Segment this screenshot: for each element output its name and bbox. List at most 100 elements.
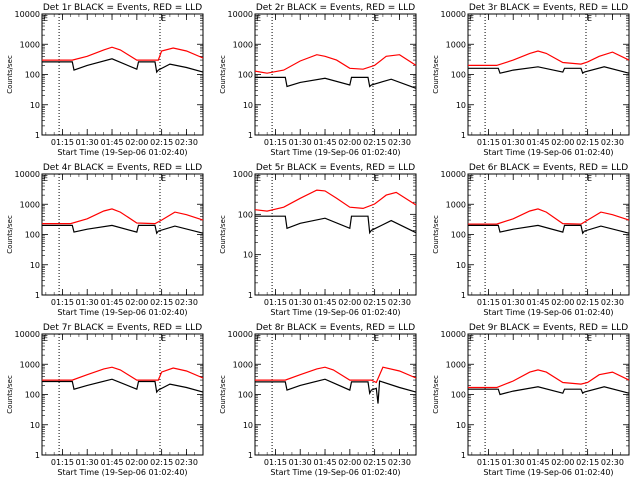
x-tick-label: 01:45 [526,298,549,307]
y-tick-label: 10 [30,421,40,430]
detector-chart: Det 5r BLACK = Events, RED = LLD 1 10 100 10… [219,163,417,317]
y-tick-label: 1000 [20,40,40,49]
x-tick-label: 02:15 [576,458,599,467]
lld-series-line [468,369,630,389]
x-tick-label: 02:00 [551,298,574,307]
detector-chart: Det 4r BLACK = Events, RED = LLD 1 10 100 10… [6,163,204,317]
y-tick-label: 10 [456,421,466,430]
x-tick-label: 01:30 [76,458,99,467]
x-tick-label: 02:00 [338,458,361,467]
event-marker: E [161,174,166,183]
x-tick-label: 02:30 [601,458,624,467]
y-tick-label: 1000 [446,360,466,369]
y-axis-label: Counts/sec [219,215,227,254]
x-tick-label: 02:15 [150,298,173,307]
chart-title: Det 6r BLACK = Events, RED = LLD [469,163,628,173]
y-tick-label: 1 [35,291,40,300]
chart-title: Det 7r BLACK = Events, RED = LLD [43,323,202,333]
chart-title: Det 5r BLACK = Events, RED = LLD [256,163,415,173]
x-tick-label: 02:15 [363,138,386,147]
plot-frame [254,333,417,456]
detector-chart: Det 1r BLACK = Events, RED = LLD 1 10 100 10… [6,3,204,157]
events-series-line [468,66,630,75]
x-tick-label: 02:15 [363,298,386,307]
y-tick-label: 10 [243,421,253,430]
chart-title: Det 9r BLACK = Events, RED = LLD [469,323,628,333]
event-marker: E [43,14,48,23]
x-axis-label: Start Time (19-Sep-06 01:02:40) [483,468,613,477]
x-tick-label: 01:15 [264,298,287,307]
x-tick-label: 01:45 [100,138,123,147]
x-tick-label: 01:15 [477,138,500,147]
x-tick-label: 02:15 [150,458,173,467]
x-tick-label: 01:15 [51,298,74,307]
x-axis-label: Start Time (19-Sep-06 01:02:40) [270,148,400,157]
events-series-line [255,76,417,89]
y-tick-label: 1 [248,291,253,300]
event-marker: E [587,334,592,343]
y-tick-label: 10000 [15,330,40,339]
y-tick-label: 1 [35,131,40,140]
x-tick-label: 01:45 [313,298,336,307]
y-tick-label: 100 [451,71,466,80]
plot-frame [467,13,630,136]
y-tick-label: 1 [461,451,466,460]
x-tick-label: 01:45 [100,298,123,307]
detector-chart: Det 8r BLACK = Events, RED = LLD 1 10 100 10… [219,323,417,477]
y-tick-label: 10 [243,251,253,260]
detector-chart: Det 2r BLACK = Events, RED = LLD 1 10 100 10… [219,3,417,157]
x-axis-label: Start Time (19-Sep-06 01:02:40) [483,148,613,157]
y-axis-label: Counts/sec [6,55,14,94]
y-tick-label: 1000 [20,200,40,209]
event-marker: E [469,14,474,23]
events-series-line [42,378,204,394]
plot-frame [467,173,630,296]
x-tick-label: 02:30 [601,138,624,147]
event-marker: E [374,174,379,183]
y-tick-label: 10000 [15,170,40,179]
event-marker: E [43,334,48,343]
event-marker: E [587,14,592,23]
y-tick-label: 100 [238,210,253,219]
x-tick-label: 02:30 [175,458,198,467]
y-axis-label: Counts/sec [432,375,440,414]
event-marker: E [43,174,48,183]
x-tick-label: 02:00 [338,298,361,307]
x-tick-label: 01:45 [100,458,123,467]
x-tick-label: 02:15 [150,138,173,147]
x-tick-label: 01:30 [502,298,525,307]
lld-series-line [42,46,204,61]
x-tick-label: 01:45 [526,138,549,147]
x-tick-label: 02:30 [388,298,411,307]
y-tick-label: 1000 [20,360,40,369]
lld-series-line [42,366,204,381]
y-tick-label: 10000 [441,170,466,179]
y-axis-label: Counts/sec [6,375,14,414]
x-tick-label: 02:15 [576,138,599,147]
event-marker: E [256,334,261,343]
x-tick-label: 02:15 [576,298,599,307]
lld-series-line [42,208,204,225]
x-tick-label: 01:45 [313,138,336,147]
y-axis-label: Counts/sec [6,215,14,254]
y-tick-label: 10000 [441,10,466,19]
events-series-line [42,58,204,74]
event-marker: E [469,334,474,343]
x-tick-label: 01:30 [289,138,312,147]
plot-frame [41,173,204,296]
x-tick-label: 02:00 [125,458,148,467]
x-axis-label: Start Time (19-Sep-06 01:02:40) [483,308,613,317]
events-series-line [468,224,630,235]
events-series-line [255,215,417,235]
x-tick-label: 02:00 [551,458,574,467]
event-marker: E [587,174,592,183]
y-tick-label: 10 [30,101,40,110]
lld-series-line [468,50,630,67]
y-tick-label: 100 [451,231,466,240]
y-axis-label: Counts/sec [219,375,227,414]
event-marker: E [161,14,166,23]
y-tick-label: 10 [30,261,40,270]
plot-frame [467,333,630,456]
y-tick-label: 10 [243,101,253,110]
y-tick-label: 1 [35,451,40,460]
